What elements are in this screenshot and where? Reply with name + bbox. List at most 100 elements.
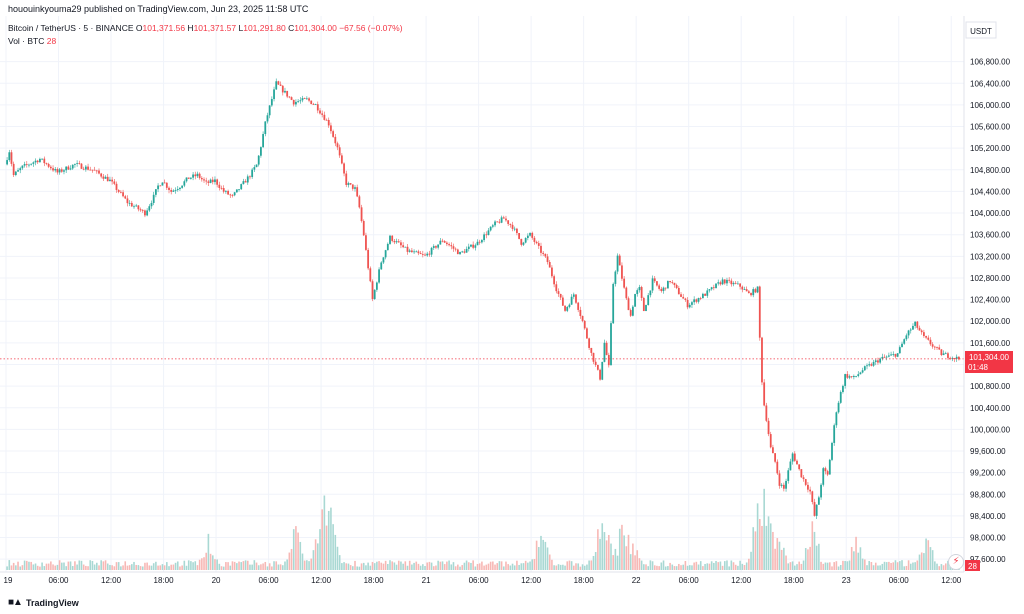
lightning-icon[interactable]: ⚡ <box>948 554 964 570</box>
time-tick-label: 06:00 <box>469 576 490 585</box>
candle-body <box>590 347 593 353</box>
volume-bar <box>292 529 295 570</box>
candle-body <box>782 484 785 489</box>
candle-body <box>811 491 814 503</box>
volume-label[interactable]: Vol · BTC <box>8 36 45 46</box>
candle-body <box>227 190 229 195</box>
candle-body <box>389 235 391 244</box>
candle-body <box>933 346 936 348</box>
candle-body <box>87 166 89 170</box>
volume-bar <box>568 560 571 570</box>
candle-body <box>343 163 345 174</box>
volume-bar <box>583 565 586 570</box>
volume-bar <box>172 564 175 570</box>
candle-body <box>288 96 291 98</box>
candle-body <box>542 252 545 254</box>
price-axis[interactable]: 97,600.00 98,000.00 98,400.00 98,800.00 99,2… <box>970 58 1011 565</box>
volume-bar <box>901 560 903 570</box>
volume-bar <box>454 566 457 570</box>
volume-bar <box>909 563 912 570</box>
candle-body <box>251 169 254 178</box>
volume-bar <box>332 524 334 570</box>
volume-bar <box>43 566 46 570</box>
candle-body <box>756 286 759 293</box>
candle-body <box>362 220 365 236</box>
candle-body <box>640 287 643 298</box>
candle-body <box>461 251 464 253</box>
volume-bar <box>303 560 306 570</box>
volume-bar <box>457 564 459 570</box>
symbol-title[interactable]: Bitcoin / TetherUS · 5 · BINANCE <box>8 23 134 33</box>
candle-body <box>386 243 389 251</box>
candle-body <box>546 256 549 263</box>
volume-bar <box>441 561 444 570</box>
candle-body <box>702 293 704 299</box>
volume-bar <box>201 558 203 570</box>
candle-body <box>892 354 895 355</box>
volume-bar <box>376 561 378 570</box>
candle-body <box>130 202 133 207</box>
currency-box[interactable] <box>965 21 997 39</box>
candle-body <box>207 181 210 183</box>
volume-bar <box>231 561 234 570</box>
candle-body <box>465 248 468 253</box>
tradingview-logo[interactable]: ■▲ TradingView <box>8 597 79 608</box>
candle-body <box>161 182 164 186</box>
candle-body <box>406 246 409 252</box>
candle-body <box>601 361 604 380</box>
candle-body <box>483 234 485 241</box>
candle-body <box>60 169 63 172</box>
candle-body <box>726 279 728 284</box>
candle-body <box>445 242 448 245</box>
candle-body <box>299 100 302 102</box>
candle-body <box>428 253 431 255</box>
candle-body <box>673 282 676 286</box>
volume-bar <box>211 555 214 570</box>
volume-bar <box>616 555 619 570</box>
candle-body <box>275 81 278 90</box>
candle-body <box>802 477 805 480</box>
candle-body <box>616 255 619 272</box>
candle-body <box>883 356 886 358</box>
candle-body <box>807 484 809 490</box>
candle-body <box>183 181 186 186</box>
candle-body <box>564 305 566 311</box>
volume-bar <box>362 562 365 570</box>
candle-body <box>505 218 507 221</box>
candle-body <box>636 290 639 295</box>
price-tick-label: 99,200.00 <box>970 469 1006 478</box>
volume-bar <box>651 561 654 570</box>
time-tick-label: 12:00 <box>521 576 542 585</box>
volume-bar <box>610 543 612 570</box>
volume-bar <box>365 565 367 570</box>
candle-body <box>745 289 748 292</box>
volume-bar <box>818 543 820 570</box>
volume-bar <box>874 562 877 570</box>
volume-bar <box>369 565 372 570</box>
volume-bar <box>907 560 910 570</box>
candle-body <box>472 244 475 248</box>
candle-body <box>238 189 240 191</box>
candle-body <box>487 230 490 236</box>
candle-body <box>638 287 641 291</box>
candle-body <box>137 205 140 210</box>
candle-body <box>225 190 227 192</box>
volume-bar <box>717 562 720 570</box>
volume-bar <box>688 565 691 570</box>
volume-bar <box>483 565 485 570</box>
volume-bar <box>179 566 181 570</box>
volume-bar <box>741 563 744 570</box>
time-tick-label: 12:00 <box>311 576 332 585</box>
candle-body <box>804 479 807 485</box>
candle-body <box>128 202 131 204</box>
candle-body <box>424 254 426 256</box>
volume-bar <box>279 564 282 570</box>
candle-body <box>111 179 114 182</box>
volume-bar <box>625 546 628 570</box>
volume-bar <box>649 560 652 570</box>
candle-body <box>721 279 724 285</box>
time-axis[interactable]: 19 06:00 12:00 18:00 20 06:00 12:00 18:00 21 06:0… <box>4 576 962 585</box>
volume-bar <box>260 564 262 570</box>
volume-bar <box>780 549 783 570</box>
